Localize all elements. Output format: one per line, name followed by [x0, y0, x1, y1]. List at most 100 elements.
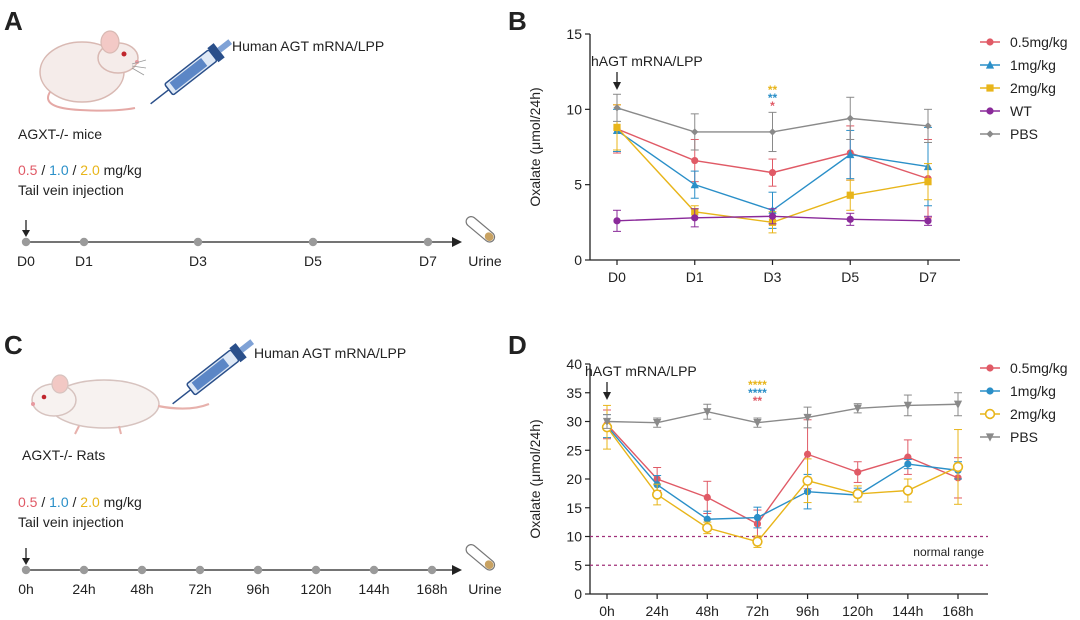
- timeline-dot-c: [253, 565, 263, 575]
- timeline-label-c: 24h: [72, 581, 95, 597]
- data-point: [613, 217, 621, 225]
- x-tick-label: 96h: [796, 603, 819, 617]
- chart-b: 0 5 10 15 D0 D1 D3 D5 D7 Oxalate (μmol/24h) hAGT m…: [527, 26, 1068, 285]
- timeline-label-c: 96h: [246, 581, 269, 597]
- data-point: [854, 468, 862, 476]
- data-point: [703, 493, 711, 501]
- series-line: [606, 423, 959, 525]
- data-point: [802, 475, 813, 486]
- data-point: [902, 485, 914, 496]
- x-tick-label: 168h: [942, 603, 973, 617]
- data-point: [651, 489, 663, 500]
- y-axis-label: Oxalate (μmol/24h): [527, 419, 543, 538]
- injection-annotation: hAGT mRNA/LPP: [585, 363, 697, 379]
- syringe-icon-c: [172, 339, 255, 405]
- data-point: [986, 107, 994, 115]
- timeline-dot-c: [427, 565, 437, 575]
- x-tick-label: D7: [919, 269, 937, 285]
- route-label-c: Tail vein injection: [18, 514, 124, 530]
- data-point: [924, 178, 932, 186]
- data-point: [753, 513, 762, 522]
- timeline-label-c: 72h: [188, 581, 211, 597]
- y-tick-label: 0: [574, 586, 582, 602]
- syringe-icon: [150, 39, 233, 105]
- panel-letter-a: A: [4, 6, 23, 36]
- data-point: [953, 400, 963, 409]
- chart-d: 0 5 10 15 20 25 30 35 40 0h 24h 48h 72h 96h 120h 144h 16…: [527, 356, 1068, 617]
- dose-1-a: 1.0: [49, 162, 69, 178]
- series-pbs: [613, 93, 932, 153]
- dose-sep-1-c: /: [37, 494, 50, 510]
- legend-label: 2mg/kg: [1010, 406, 1056, 422]
- injection-arrow-head-a: [22, 230, 30, 237]
- legend-label: PBS: [1010, 429, 1038, 445]
- series-0-5mg-kg: [603, 409, 962, 539]
- dose-sep-2-a: /: [68, 162, 81, 178]
- significance-stars: ****: [748, 386, 767, 400]
- timeline-dot-a: [423, 237, 433, 247]
- model-label-a: AGXT-/- mice: [18, 126, 103, 142]
- x-tick-label: D0: [608, 269, 626, 285]
- timeline-label-a: D3: [189, 253, 207, 269]
- data-point: [985, 433, 995, 442]
- series-line: [606, 403, 959, 424]
- legend-label: WT: [1010, 103, 1032, 119]
- data-point: [846, 114, 854, 122]
- mouse-illustration: [39, 30, 147, 112]
- data-point: [803, 450, 812, 458]
- series-pbs: [602, 392, 963, 429]
- panel-letter-b: B: [508, 6, 527, 36]
- y-tick-label: 10: [566, 101, 582, 117]
- timeline-dot-a: [193, 237, 203, 247]
- timeline-label-c: 0h: [18, 581, 34, 597]
- data-point: [846, 191, 854, 199]
- injection-label-a: Human AGT mRNA/LPP: [232, 38, 385, 54]
- x-tick-label: 24h: [645, 603, 668, 617]
- dose-05-a: 0.5: [18, 162, 38, 178]
- dose-2-c: 2.0: [80, 494, 100, 510]
- data-point: [803, 413, 812, 423]
- timeline-dot-c: [311, 565, 321, 575]
- x-tick-label: 72h: [746, 603, 769, 617]
- timeline-label-c: 144h: [358, 581, 389, 597]
- y-tick-label: 5: [574, 177, 582, 193]
- data-point: [903, 401, 912, 410]
- data-point: [904, 460, 912, 468]
- significance-stars: **: [768, 91, 778, 105]
- series-line: [606, 425, 959, 520]
- data-point: [952, 461, 964, 473]
- y-tick-label: 5: [574, 557, 582, 573]
- timeline-dot-c: [369, 565, 379, 575]
- timeline-dot-c: [195, 565, 205, 575]
- series-wt: [613, 208, 932, 232]
- model-label-c: AGXT-/- Rats: [22, 447, 106, 463]
- timeline-label-a: D1: [75, 253, 93, 269]
- data-point: [924, 217, 932, 225]
- significance-stars: **: [768, 83, 778, 97]
- data-point: [653, 419, 662, 428]
- x-tick-label: D1: [686, 269, 704, 285]
- dose-05-c: 0.5: [18, 494, 38, 510]
- data-point: [924, 122, 932, 130]
- data-point: [602, 417, 612, 427]
- timeline-dot-c: [21, 565, 31, 575]
- injection-label-c: Human AGT mRNA/LPP: [254, 345, 407, 361]
- data-point: [986, 84, 994, 92]
- panel-letter-c: C: [4, 330, 23, 360]
- panel-letter-d: D: [508, 330, 527, 360]
- urine-tube-fill-a: [484, 232, 494, 242]
- rat-illustration: [31, 374, 210, 435]
- timeline-dot-c: [137, 565, 147, 575]
- y-axis-label: Oxalate (μmol/24h): [527, 87, 543, 206]
- dose-line-c: 0.5 / 1.0 / 2.0 mg/kg: [18, 494, 142, 510]
- dose-1-c: 1.0: [49, 494, 69, 510]
- x-tick-label: 144h: [892, 603, 923, 617]
- data-point: [703, 515, 711, 523]
- timeline-dot-a: [79, 237, 89, 247]
- y-tick-label: 0: [574, 252, 582, 268]
- data-point: [752, 536, 763, 547]
- legend-label: 1mg/kg: [1010, 57, 1056, 73]
- data-point: [986, 387, 994, 395]
- injection-annotation: hAGT mRNA/LPP: [591, 53, 703, 69]
- y-tick-label: 15: [566, 26, 582, 42]
